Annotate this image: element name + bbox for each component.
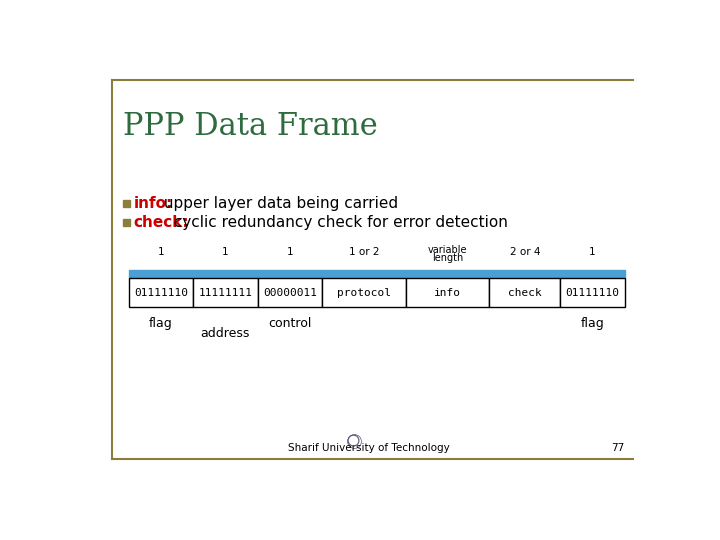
Bar xyxy=(129,278,193,307)
Text: Sharif University of Technology: Sharif University of Technology xyxy=(288,443,450,453)
Text: 1: 1 xyxy=(222,247,229,256)
Text: cyclic redundancy check for error detection: cyclic redundancy check for error detect… xyxy=(163,215,508,230)
Bar xyxy=(122,219,130,226)
Text: info: info xyxy=(434,288,461,298)
Text: check: check xyxy=(508,288,541,298)
Text: 01111110: 01111110 xyxy=(565,288,619,298)
Text: 1: 1 xyxy=(589,247,596,256)
Bar xyxy=(560,278,625,307)
Text: upper layer data being carried: upper layer data being carried xyxy=(158,196,397,211)
Bar xyxy=(406,278,490,307)
Text: check:: check: xyxy=(133,215,189,230)
Text: 1: 1 xyxy=(287,247,293,256)
Text: 11111111: 11111111 xyxy=(199,288,253,298)
Text: protocol: protocol xyxy=(337,288,391,298)
Text: 00000011: 00000011 xyxy=(263,288,317,298)
Bar xyxy=(490,278,560,307)
Bar xyxy=(129,271,625,278)
Bar xyxy=(122,200,130,207)
Text: address: address xyxy=(201,327,250,340)
Text: 01111110: 01111110 xyxy=(134,288,188,298)
Text: control: control xyxy=(268,316,312,329)
Text: length: length xyxy=(432,253,463,262)
Bar xyxy=(258,278,322,307)
Bar xyxy=(193,278,258,307)
Text: 77: 77 xyxy=(611,443,625,453)
Text: 2 or 4: 2 or 4 xyxy=(510,247,540,256)
Text: info:: info: xyxy=(133,196,173,211)
Text: flag: flag xyxy=(149,316,173,329)
Text: variable: variable xyxy=(428,245,467,255)
Text: PPP Data Frame: PPP Data Frame xyxy=(122,111,377,142)
Text: flag: flag xyxy=(580,316,604,329)
Bar xyxy=(322,278,406,307)
Text: 1 or 2: 1 or 2 xyxy=(348,247,379,256)
Text: 1: 1 xyxy=(158,247,164,256)
